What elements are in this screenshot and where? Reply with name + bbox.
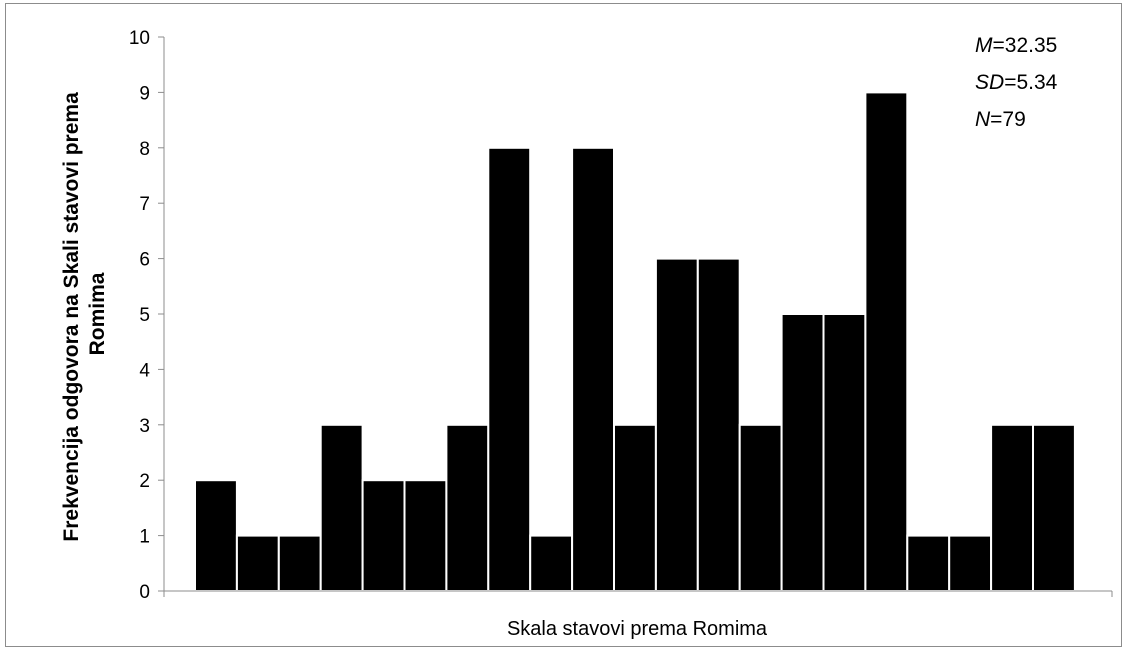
y-tick-label: 10 [129,28,150,49]
bars-group [194,91,1076,593]
y-tick-label: 4 [139,360,150,381]
histogram-bar [194,479,238,593]
histogram-bar [571,146,615,593]
stat-mean: M=32.35 [975,34,1057,57]
stat-sd-symbol: SD [975,71,1004,94]
histogram-bar [403,479,448,593]
y-axis-title: Frekvencija odgovora na Skali stavovi pr… [60,86,109,541]
histogram-bar [1032,423,1076,592]
histogram-bar [948,534,993,592]
histogram-bar [864,91,909,593]
histogram-bar [654,257,699,592]
histogram-bar [780,313,825,592]
y-axis [158,36,165,592]
histogram-bar [277,534,322,592]
y-tick-label: 3 [139,416,150,437]
histogram-bar [361,479,406,593]
histogram-bar [696,257,741,592]
histogram-bar [487,146,532,593]
y-tick-label: 0 [139,582,150,603]
histogram-bar [990,423,1034,592]
stat-n: N=79 [975,108,1026,131]
histogram-bar [445,423,490,592]
histogram-bar [613,423,657,592]
y-axis-title-line-1: Frekvencija odgovora na Skali stavovi pr… [60,92,83,542]
x-axis-title: Skala stavovi prema Romima [507,618,768,640]
y-tick-label: 7 [139,194,150,215]
histogram-bar [319,423,364,592]
y-tick-label: 2 [139,471,150,492]
stats-annotation: M=32.35 SD=5.34 N=79 [975,34,1058,131]
histogram-bar [235,534,280,592]
histogram-bar [738,423,783,592]
histogram-bar [822,313,867,592]
stat-n-symbol: N [975,108,991,131]
y-tick-label: 5 [139,305,150,326]
stat-mean-value: =32.35 [993,34,1058,57]
y-axis-title-line-2: Romima [86,272,109,355]
stat-sd: SD=5.34 [975,71,1058,94]
histogram-bar [529,534,574,592]
stat-n-value: =79 [990,108,1026,131]
stat-mean-symbol: M [975,34,993,57]
y-tick-label: 1 [139,527,150,548]
y-tick-label: 8 [139,139,150,160]
y-tick-labels: 0 1 2 3 4 5 6 7 8 9 10 [129,28,151,603]
x-axis [158,590,1113,597]
stat-sd-value: =5.34 [1004,71,1057,94]
y-tick-label: 6 [139,250,150,271]
y-tick-label: 9 [139,83,150,104]
histogram-bar [906,534,951,592]
